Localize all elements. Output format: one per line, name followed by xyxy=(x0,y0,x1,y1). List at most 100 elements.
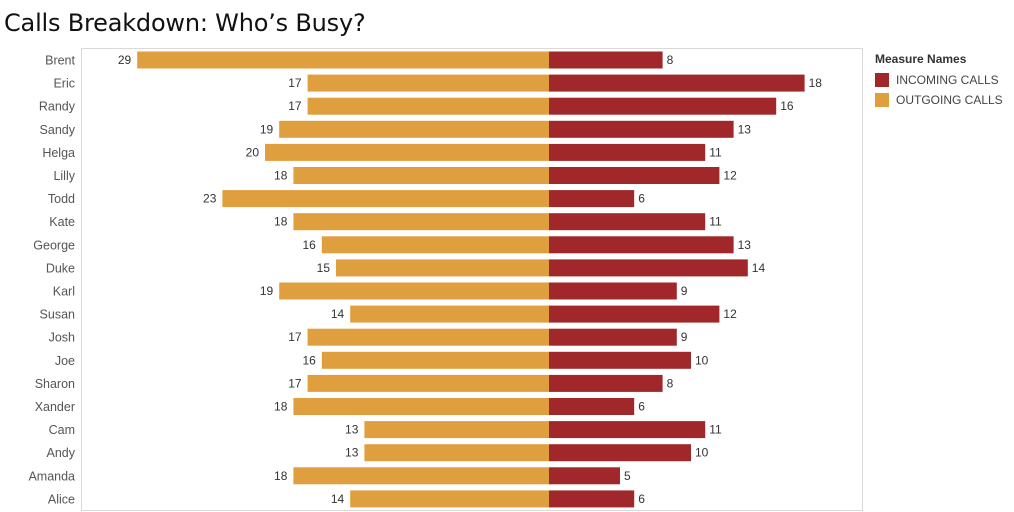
bar-outgoing-lilly[interactable] xyxy=(293,167,549,184)
value-label-incoming-josh: 9 xyxy=(681,330,688,344)
value-label-incoming-sharon: 8 xyxy=(667,376,674,390)
value-label-incoming-andy: 10 xyxy=(695,446,709,460)
value-label-incoming-xander: 6 xyxy=(638,400,645,414)
category-label-sandy: Sandy xyxy=(40,123,76,137)
value-label-incoming-todd: 6 xyxy=(638,192,645,206)
value-label-incoming-amanda: 5 xyxy=(624,469,631,483)
legend-label-outgoing: OUTGOING CALLS xyxy=(896,93,1003,107)
bar-incoming-susan[interactable] xyxy=(549,305,720,323)
bar-outgoing-josh[interactable] xyxy=(307,328,549,346)
value-label-outgoing-andy: 13 xyxy=(345,446,359,460)
bar-incoming-george[interactable] xyxy=(549,236,734,254)
category-label-susan: Susan xyxy=(40,308,75,322)
bar-incoming-xander[interactable] xyxy=(549,398,635,415)
bar-outgoing-alice[interactable] xyxy=(350,490,549,508)
legend-label-incoming: INCOMING CALLS xyxy=(896,73,999,87)
bar-incoming-alice[interactable] xyxy=(549,490,635,508)
bar-outgoing-duke[interactable] xyxy=(336,259,549,277)
legend-item-outgoing[interactable]: OUTGOING CALLS xyxy=(875,90,1003,110)
bar-outgoing-george[interactable] xyxy=(321,236,549,254)
legend-swatch-outgoing xyxy=(875,93,889,107)
bar-incoming-sandy[interactable] xyxy=(549,120,734,138)
bar-outgoing-susan[interactable] xyxy=(350,305,549,323)
value-label-incoming-joe: 10 xyxy=(695,353,709,367)
category-label-cam: Cam xyxy=(49,423,75,437)
bar-outgoing-kate[interactable] xyxy=(293,213,549,231)
category-label-lilly: Lilly xyxy=(53,169,75,183)
value-label-outgoing-kate: 18 xyxy=(274,215,288,229)
value-label-outgoing-josh: 17 xyxy=(288,330,302,344)
value-label-outgoing-lilly: 18 xyxy=(274,169,288,183)
bar-outgoing-cam[interactable] xyxy=(364,421,549,439)
bar-incoming-karl[interactable] xyxy=(549,282,677,300)
bar-outgoing-eric[interactable] xyxy=(307,74,549,92)
bars-group xyxy=(137,51,805,508)
bar-incoming-eric[interactable] xyxy=(549,74,805,92)
value-label-incoming-cam: 11 xyxy=(709,423,722,437)
value-label-outgoing-sharon: 17 xyxy=(288,376,302,390)
bar-incoming-andy[interactable] xyxy=(549,444,691,462)
bar-incoming-lilly[interactable] xyxy=(549,167,720,184)
value-label-incoming-george: 13 xyxy=(738,238,752,252)
value-label-outgoing-todd: 23 xyxy=(203,192,217,206)
category-label-amanda: Amanda xyxy=(28,469,75,483)
bar-outgoing-andy[interactable] xyxy=(364,444,549,462)
value-label-incoming-lilly: 12 xyxy=(723,169,737,183)
bar-outgoing-randy[interactable] xyxy=(307,97,549,115)
category-label-alice: Alice xyxy=(48,492,75,506)
value-label-incoming-duke: 14 xyxy=(752,261,766,275)
category-label-andy: Andy xyxy=(47,446,76,460)
value-label-incoming-brent: 8 xyxy=(667,53,674,67)
category-label-xander: Xander xyxy=(35,400,75,414)
bar-incoming-amanda[interactable] xyxy=(549,467,620,485)
legend: Measure Names INCOMING CALLS OUTGOING CA… xyxy=(875,52,1003,110)
bar-incoming-helga[interactable] xyxy=(549,143,706,161)
bar-incoming-sharon[interactable] xyxy=(549,374,663,392)
value-label-incoming-kate: 11 xyxy=(709,215,722,229)
bar-outgoing-xander[interactable] xyxy=(293,398,549,415)
chart-title: Calls Breakdown: Who’s Busy? xyxy=(4,9,366,37)
category-label-joe: Joe xyxy=(55,354,75,368)
category-label-brent: Brent xyxy=(45,54,75,68)
value-label-incoming-susan: 12 xyxy=(723,307,737,321)
bar-outgoing-sandy[interactable] xyxy=(279,120,549,138)
category-label-randy: Randy xyxy=(39,100,76,114)
category-label-karl: Karl xyxy=(53,285,75,299)
legend-swatch-incoming xyxy=(875,73,889,87)
bar-incoming-brent[interactable] xyxy=(549,51,663,69)
plot-frame xyxy=(81,48,863,511)
bar-incoming-randy[interactable] xyxy=(549,97,777,115)
value-label-outgoing-karl: 19 xyxy=(260,284,274,298)
bar-outgoing-joe[interactable] xyxy=(321,351,549,369)
bar-incoming-todd[interactable] xyxy=(549,190,635,208)
legend-title: Measure Names xyxy=(875,52,967,66)
value-label-outgoing-joe: 16 xyxy=(302,353,316,367)
value-label-outgoing-sandy: 19 xyxy=(260,122,274,136)
chart-plot: Brent Eric Randy Sandy Helga Lilly Todd Kate Geo… xyxy=(28,48,863,511)
legend-item-incoming[interactable]: INCOMING CALLS xyxy=(875,70,1003,90)
category-label-george: George xyxy=(33,238,75,252)
bar-incoming-kate[interactable] xyxy=(549,213,706,231)
category-label-josh: Josh xyxy=(49,331,75,345)
bar-outgoing-todd[interactable] xyxy=(222,190,549,208)
category-label-eric: Eric xyxy=(53,77,75,91)
value-label-outgoing-alice: 14 xyxy=(331,492,345,506)
category-labels: Brent Eric Randy Sandy Helga Lilly Todd Kate Geo… xyxy=(28,54,75,507)
bar-outgoing-karl[interactable] xyxy=(279,282,549,300)
bar-outgoing-amanda[interactable] xyxy=(293,467,549,485)
value-label-outgoing-duke: 15 xyxy=(317,261,331,275)
bar-outgoing-helga[interactable] xyxy=(265,143,549,161)
category-label-duke: Duke xyxy=(46,261,75,275)
value-label-incoming-randy: 16 xyxy=(780,99,794,113)
bar-outgoing-sharon[interactable] xyxy=(307,374,549,392)
bar-incoming-cam[interactable] xyxy=(549,421,706,439)
bar-incoming-josh[interactable] xyxy=(549,328,677,346)
value-label-incoming-helga: 11 xyxy=(709,145,722,159)
bar-incoming-joe[interactable] xyxy=(549,351,691,369)
value-label-outgoing-amanda: 18 xyxy=(274,469,288,483)
value-label-outgoing-george: 16 xyxy=(302,238,316,252)
bar-incoming-duke[interactable] xyxy=(549,259,748,277)
bar-outgoing-brent[interactable] xyxy=(137,51,549,69)
category-label-sharon: Sharon xyxy=(35,377,75,391)
